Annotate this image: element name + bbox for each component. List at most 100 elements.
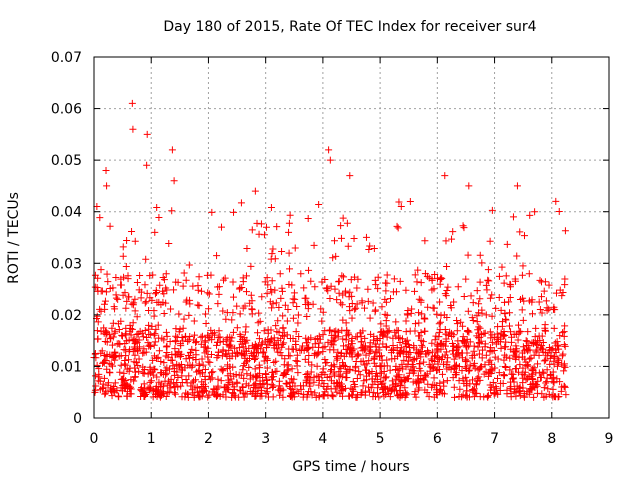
data-point [443, 262, 451, 270]
data-point [157, 369, 165, 377]
data-point [170, 177, 178, 185]
data-point [319, 368, 327, 376]
data-point [202, 320, 210, 328]
data-point [103, 365, 111, 373]
data-point [204, 344, 212, 352]
data-point [285, 219, 293, 227]
data-point [551, 339, 559, 347]
data-point [514, 336, 522, 344]
data-point [106, 222, 114, 230]
data-point [125, 356, 133, 364]
data-point [267, 336, 275, 344]
data-point [448, 332, 456, 340]
data-point [321, 327, 329, 335]
data-point [345, 293, 353, 301]
data-point [207, 350, 215, 358]
data-point [465, 367, 473, 375]
data-point [278, 343, 286, 351]
data-point [465, 182, 473, 190]
data-point [243, 336, 251, 344]
data-point [466, 361, 474, 369]
data-point [497, 344, 505, 352]
data-point [468, 352, 476, 360]
data-point [142, 255, 150, 263]
data-point [376, 353, 384, 361]
data-points-layer [90, 99, 570, 401]
chart-title: Day 180 of 2015, Rate Of TEC Index for r… [163, 19, 536, 35]
data-point [501, 363, 509, 371]
y-tick-label: 0 [73, 411, 82, 427]
data-point [179, 337, 187, 345]
data-point [221, 274, 229, 282]
data-point [475, 300, 483, 308]
data-point [368, 375, 376, 383]
data-point [219, 367, 227, 375]
data-point [163, 286, 171, 294]
data-point [137, 387, 145, 395]
data-point [154, 353, 162, 361]
data-point [534, 360, 542, 368]
data-point [315, 200, 323, 208]
data-point [346, 288, 354, 296]
data-point [294, 311, 302, 319]
data-point [168, 146, 176, 154]
data-point [109, 333, 117, 341]
data-point [476, 251, 484, 259]
data-point [208, 374, 216, 382]
data-point [344, 242, 352, 250]
data-point [424, 380, 432, 388]
data-point [337, 352, 345, 360]
data-point [94, 318, 102, 326]
data-point [353, 375, 361, 383]
data-point [210, 386, 218, 394]
data-point [345, 392, 353, 400]
data-point [260, 380, 268, 388]
data-point [453, 327, 461, 335]
data-point [420, 358, 428, 366]
data-point [458, 354, 466, 362]
data-point [133, 278, 141, 286]
data-point [382, 317, 390, 325]
data-point [125, 336, 133, 344]
data-point [550, 373, 558, 381]
data-point [366, 343, 374, 351]
data-point [469, 376, 477, 384]
data-point [485, 358, 493, 366]
data-point [421, 270, 429, 278]
data-point [229, 293, 237, 301]
data-point [159, 273, 167, 281]
data-point [368, 368, 376, 376]
data-point [541, 321, 549, 329]
data-point [243, 370, 251, 378]
data-point [348, 314, 356, 322]
data-point [160, 309, 168, 317]
data-point [248, 342, 256, 350]
data-point [373, 348, 381, 356]
data-point [354, 350, 362, 358]
data-point [560, 362, 568, 370]
data-point [469, 388, 477, 396]
data-point [429, 364, 437, 372]
data-point [335, 378, 343, 386]
data-point [157, 383, 165, 391]
data-point [506, 309, 514, 317]
data-point [437, 386, 445, 394]
data-point [149, 271, 157, 279]
data-point [533, 389, 541, 397]
data-point [128, 99, 136, 107]
data-point [108, 324, 116, 332]
data-point [402, 317, 410, 325]
data-point [225, 378, 233, 386]
data-point [162, 371, 170, 379]
data-point [449, 350, 457, 358]
data-point [402, 286, 410, 294]
data-point [172, 325, 180, 333]
data-point [113, 386, 121, 394]
data-point [251, 381, 259, 389]
data-point [500, 279, 508, 287]
data-point [215, 334, 223, 342]
data-point [145, 321, 153, 329]
data-point [377, 320, 385, 328]
data-point [101, 337, 109, 345]
data-point [200, 343, 208, 351]
